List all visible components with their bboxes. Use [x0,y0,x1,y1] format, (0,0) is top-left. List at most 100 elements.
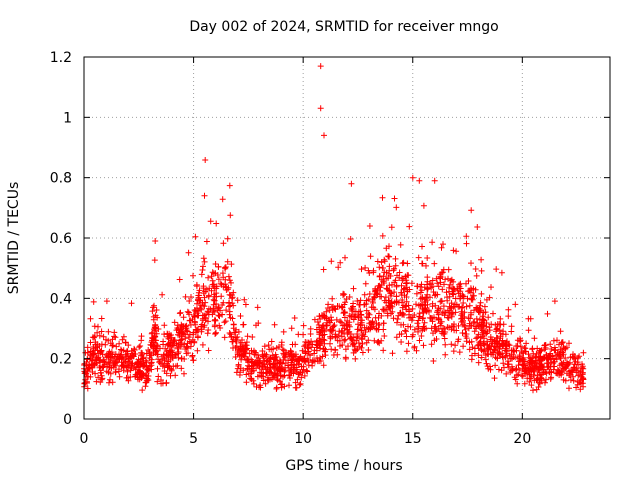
data-point [373,320,380,327]
data-point [411,312,418,318]
data-point [318,328,325,335]
data-point [205,318,211,325]
data-point [530,387,536,394]
data-point [366,291,373,297]
data-point [557,328,564,335]
data-point [100,363,107,370]
data-point [455,322,462,329]
data-point [493,266,500,273]
data-point [365,296,372,303]
data-point [342,336,349,343]
data-point [349,305,356,311]
data-point [220,283,227,290]
data-point [317,316,324,322]
data-point [418,281,425,288]
data-point [119,362,126,369]
data-point [487,336,494,343]
data-point [355,340,362,346]
data-point [365,347,372,353]
data-point [400,321,407,328]
data-point [370,269,377,276]
data-point [567,377,574,383]
data-point [87,315,94,322]
data-point [348,180,355,187]
data-point [448,326,455,333]
data-point [105,328,112,335]
data-point [337,259,344,266]
data-point [194,333,201,340]
data-point [336,337,343,344]
data-point [217,307,224,314]
data-point [178,342,184,349]
data-point [180,330,187,337]
data-point [223,307,230,314]
data-point [391,279,398,286]
data-point [435,314,442,321]
data-point [154,378,161,385]
data-point [329,295,336,302]
data-point [572,358,579,365]
data-point [169,349,176,356]
data-point [524,375,531,382]
data-point [219,196,226,203]
data-point [257,384,264,391]
data-point [158,380,165,387]
data-point [528,382,535,389]
data-point [109,342,116,349]
data-point [277,372,284,379]
data-point [302,342,309,348]
data-point [397,310,403,316]
data-point [423,308,430,315]
data-point [394,316,401,322]
data-point [413,290,420,297]
data-point [192,233,199,240]
data-point [372,314,379,321]
data-point [460,300,467,306]
data-point [207,218,214,225]
data-point [150,316,157,323]
data-point [98,328,105,335]
data-point [441,309,447,315]
data-point [471,328,478,335]
data-point [148,359,155,366]
data-point [215,263,222,270]
data-point [435,325,442,332]
data-point [550,360,557,367]
data-point [322,346,329,353]
data-point [209,277,216,284]
data-point [85,373,92,380]
data-point [499,353,506,360]
data-point [260,355,267,361]
data-point [461,314,468,320]
data-point [372,288,378,295]
data-point [83,378,90,385]
data-point [378,337,385,344]
data-point [470,285,477,292]
data-point [319,353,326,360]
data-point [278,364,285,371]
data-point [468,311,475,318]
data-point [482,309,489,316]
data-point [103,368,110,375]
data-point [237,365,244,372]
data-point [149,308,156,315]
data-point [286,382,292,389]
data-point [488,321,495,328]
data-point [430,358,437,364]
data-point [89,364,96,371]
data-point [180,314,187,321]
y-tick-label: 0.4 [50,291,72,307]
data-point [420,342,427,349]
data-point [151,257,158,264]
data-point [558,339,565,346]
data-point [378,293,385,300]
data-point [116,373,123,380]
data-point [380,306,386,313]
data-point [159,291,166,298]
x-axis-label: GPS time / hours [285,458,402,474]
data-point [322,352,329,359]
data-point [386,253,393,260]
data-point [418,287,425,294]
data-point [379,232,386,239]
data-point [493,326,500,333]
